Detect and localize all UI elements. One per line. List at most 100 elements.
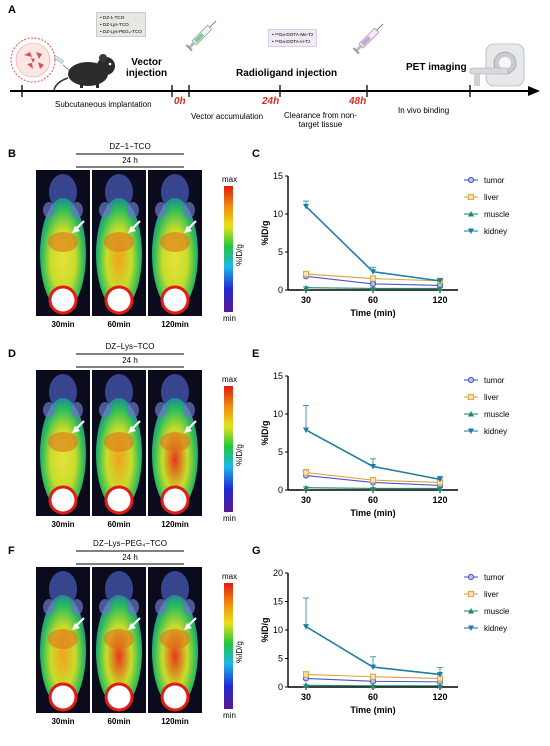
biodistribution-chart-1: 0 5 10 15 30 60 120 Time (min) %ID/g tumor liver mu… (260, 171, 510, 318)
legend-item-tumor: tumor (464, 573, 505, 582)
data-point-muscle (303, 284, 309, 291)
pet-scan-image (92, 567, 146, 713)
colorbar (224, 386, 233, 512)
hours-label: 24 h (122, 156, 138, 165)
y-tick-label: 20 (273, 568, 283, 578)
pet-scan-image (92, 170, 146, 316)
legend-item-liver: liver (464, 193, 499, 202)
colorbar-min-label: min (223, 711, 236, 720)
y-tick-label: 10 (273, 625, 283, 635)
colorbar-max-label: max (222, 375, 238, 384)
panel-label-d: D (8, 348, 16, 360)
y-tick-label: 10 (273, 409, 283, 419)
radioligand-list-box: • ⁶⁸Ga-DOTA-Me-Tz • ⁶⁸Ga-DOTA-H-Tz (268, 29, 318, 47)
panel-label-e: E (252, 348, 260, 360)
pet-scanner-icon (469, 43, 525, 87)
tumor-arrow-icon (184, 617, 197, 630)
tumor-arrow-icon (184, 420, 197, 433)
legend-label: muscle (484, 210, 510, 219)
pet-scan-image (148, 170, 202, 316)
series-muscle (303, 484, 443, 491)
data-point-liver (369, 275, 377, 282)
data-point-kidney (303, 427, 309, 433)
timeline-arrowhead (528, 86, 540, 96)
accumulation-label: Vector accumulation (191, 112, 264, 121)
legend-item-tumor: tumor (464, 376, 505, 385)
tumor-arrow-icon (72, 420, 85, 433)
data-point-kidney (303, 624, 309, 630)
vector-item: • DZ-Lys-PEG₄-TCO (100, 29, 142, 34)
data-point-kidney (370, 463, 376, 470)
y-axis-label: %ID/g (260, 617, 270, 642)
scan-time-label: 120min (161, 520, 189, 529)
series-kidney (303, 597, 443, 678)
series-line-kidney (305, 429, 441, 481)
legend-item-muscle: muscle (464, 410, 510, 419)
colorbar (224, 583, 233, 709)
radioligand-injection-label: Radioligand injection (236, 68, 338, 79)
legend-label: kidney (484, 227, 507, 236)
biodistribution-chart-2: 0 5 10 15 30 60 120 Time (min) %ID/g tumor liver mu… (260, 371, 510, 518)
data-point-kidney (370, 269, 376, 275)
colorbar (224, 186, 233, 312)
legend-item-muscle: muscle (464, 210, 510, 219)
hours-label: 24 h (122, 356, 138, 365)
pet-scan-image (148, 370, 202, 516)
series-kidney (303, 405, 443, 483)
x-tick-label: 60 (368, 692, 378, 702)
colorbar-min-label: min (223, 514, 236, 523)
panel-label-a: A (8, 4, 16, 16)
x-tick-label: 120 (432, 692, 447, 702)
data-point-kidney (370, 664, 376, 671)
legend-label: tumor (484, 376, 505, 385)
x-tick-label: 30 (301, 692, 311, 702)
panel-label-c: C (252, 148, 260, 160)
legend-label: muscle (484, 410, 510, 419)
legend-label: liver (484, 393, 499, 402)
radioligand-item: • ⁶⁸Ga-DOTA-Me-Tz (272, 32, 314, 37)
time-24h: 24h (262, 96, 280, 107)
colorbar-unit-label: %ID/g (235, 444, 244, 466)
colorbar-max-label: max (222, 572, 238, 581)
series-kidney (303, 200, 443, 284)
data-point-muscle (370, 485, 376, 491)
scan-time-label: 60min (107, 520, 131, 529)
pet-image-graphics (36, 153, 233, 316)
pet-scan-image (36, 170, 90, 316)
data-point-liver (302, 469, 310, 476)
pet-scan-image (36, 567, 90, 713)
pet-imaging-label: PET imaging (406, 62, 467, 73)
compound-label: DZ−Lys−PEG₄−TCO (93, 539, 167, 548)
x-tick-label: 120 (432, 295, 447, 305)
y-tick-label: 5 (278, 247, 283, 257)
x-tick-label: 60 (368, 495, 378, 505)
y-tick-label: 0 (278, 485, 283, 495)
scan-time-label: 30min (51, 717, 75, 726)
colorbar-unit-label: %ID/g (235, 641, 244, 663)
x-tick-label: 120 (432, 495, 447, 505)
series-muscle (303, 284, 443, 291)
legend-item-kidney: kidney (464, 427, 507, 436)
biodistribution-chart-3: 0 5 10 15 20 30 60 120 Time (min) %ID/g tumor liver… (260, 568, 510, 715)
pet-scan-image (92, 370, 146, 516)
vector-syringe-icon (185, 20, 217, 52)
small-syringe-icon (53, 54, 71, 72)
compound-label: DZ−Lys−TCO (105, 342, 155, 351)
compound-label: DZ−1−TCO (109, 142, 151, 151)
data-point-kidney (303, 203, 309, 210)
legend-item-liver: liver (464, 393, 499, 402)
x-axis-label: Time (min) (350, 705, 395, 715)
time-48h: 48h (349, 96, 367, 107)
panel-label-g: G (252, 545, 261, 557)
legend-label: muscle (484, 607, 510, 616)
legend-label: tumor (484, 176, 505, 185)
data-point-liver (302, 671, 310, 678)
legend-label: liver (484, 590, 499, 599)
timeline-graphics (10, 20, 540, 97)
scan-time-label: 60min (107, 717, 131, 726)
tumor-arrow-icon (72, 220, 85, 233)
legend-item-tumor: tumor (464, 176, 505, 185)
scan-time-label: 30min (51, 520, 75, 529)
tumor-arrow-icon (184, 220, 197, 233)
data-point-kidney (437, 671, 443, 678)
